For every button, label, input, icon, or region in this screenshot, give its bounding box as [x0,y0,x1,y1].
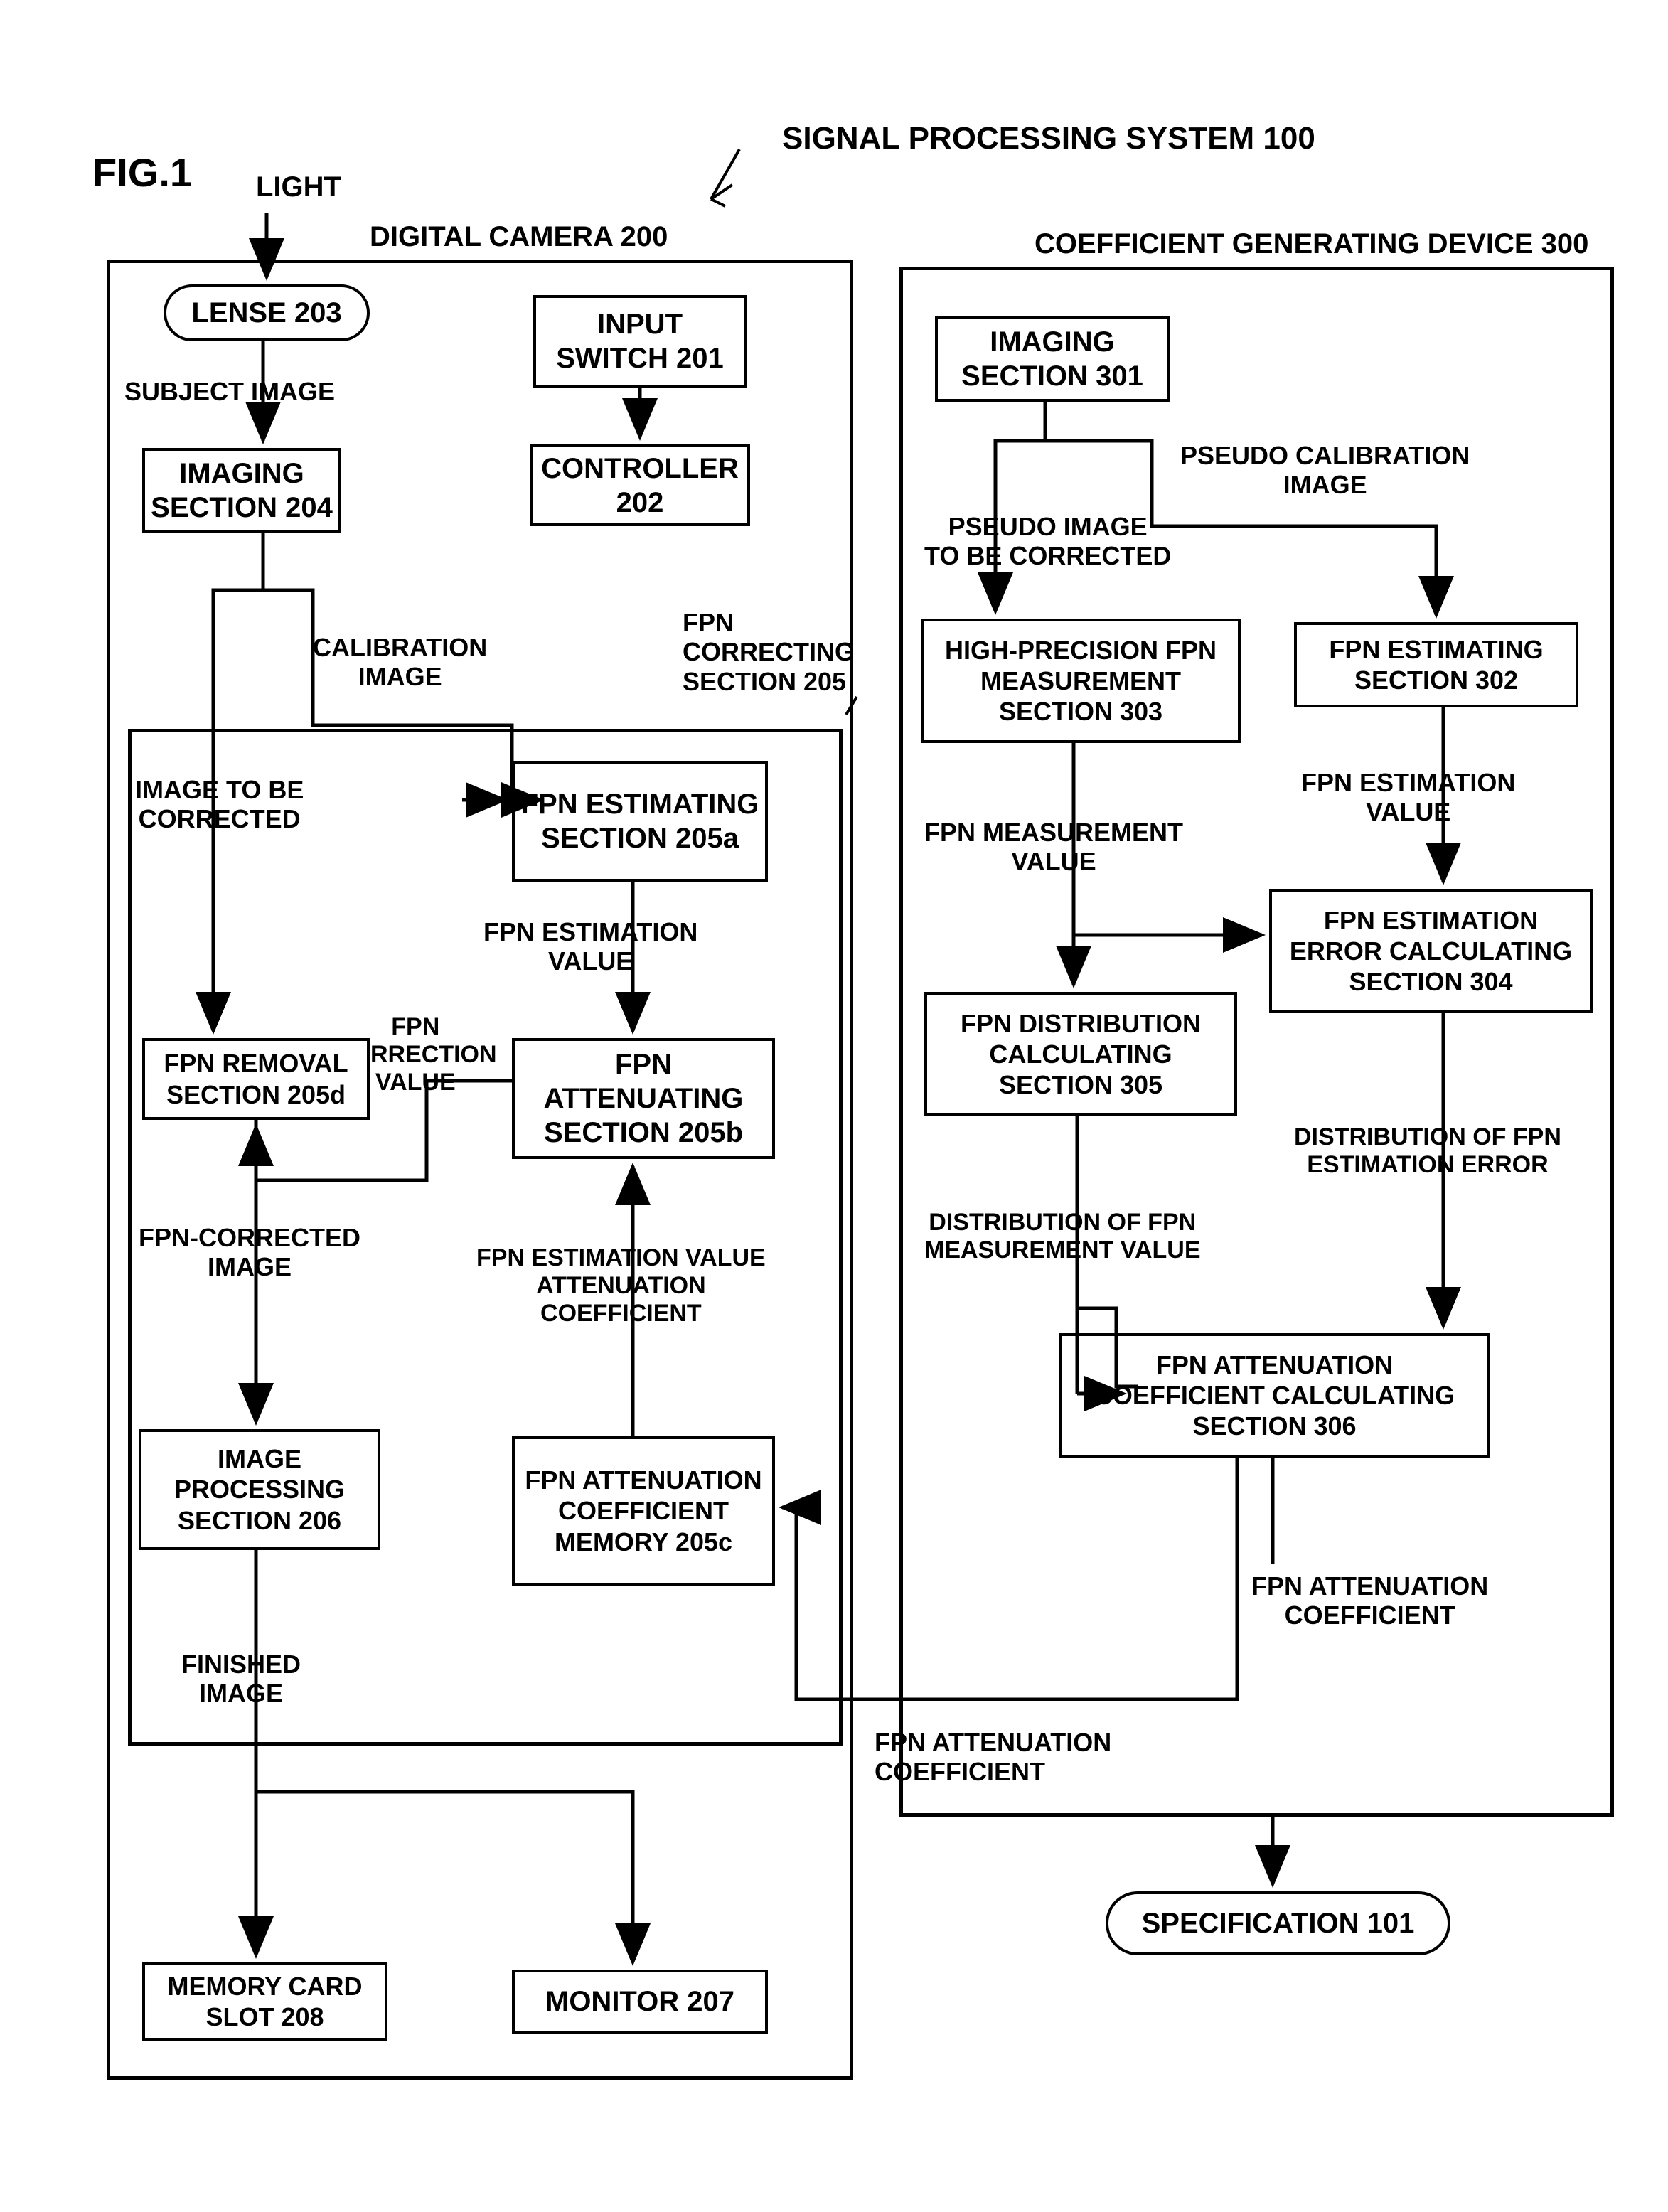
imaging-section-204-label: IMAGING SECTION 204 [151,456,333,525]
light-label: LIGHT [256,171,341,203]
fpn-dist-calc-label: FPN DISTRIBUTION CALCULATING SECTION 305 [933,1008,1229,1101]
imaging-section-204: IMAGING SECTION 204 [142,448,341,533]
lense-label: LENSE 203 [191,297,341,329]
fig-title: FIG.1 [92,149,192,196]
input-switch-label: INPUT SWITCH 201 [542,307,738,375]
fpn-estimating-205a: FPN ESTIMATING SECTION 205a [512,761,768,882]
fpn-att-coef-calc-306: FPN ATTENUATION COEFFICIENT CALCULATING … [1059,1333,1490,1458]
fpn-est-302-label: FPN ESTIMATING SECTION 302 [1303,634,1570,695]
image-processing-label: IMAGE PROCESSING SECTION 206 [147,1443,372,1536]
system-title: SIGNAL PROCESSING SYSTEM 100 [782,121,1315,157]
monitor-207: MONITOR 207 [512,1970,768,2034]
fpn-estimating-302: FPN ESTIMATING SECTION 302 [1294,622,1578,707]
fpn-att-205b-label: FPN ATTENUATING SECTION 205b [520,1047,766,1150]
input-switch-201: INPUT SWITCH 201 [533,295,747,388]
fpn-att-coef-memory-205c: FPN ATTENUATION COEFFICIENT MEMORY 205c [512,1436,775,1586]
pseudo-calibration-image: PSEUDO CALIBRATION IMAGE [1180,441,1470,500]
finished-image: FINISHED IMAGE [181,1650,301,1709]
calibration-image: CALIBRATION IMAGE [313,633,487,692]
monitor-label: MONITOR 207 [545,1984,734,2019]
fpn-corrected-image: FPN-CORRECTED IMAGE [139,1223,360,1282]
fpn-est-val-att-coef: FPN ESTIMATION VALUE ATTENUATION COEFFIC… [476,1244,766,1327]
fpn-att-coef-memory-label: FPN ATTENUATION COEFFICIENT MEMORY 205c [520,1465,766,1557]
specification-label: SPECIFICATION 101 [1142,1908,1415,1940]
pseudo-image-to-be-corrected: PSEUDO IMAGE TO BE CORRECTED [924,512,1171,571]
imaging-301-label: IMAGING SECTION 301 [943,325,1161,393]
digital-camera-title: DIGITAL CAMERA 200 [370,220,668,253]
imaging-section-301: IMAGING SECTION 301 [935,316,1170,402]
fpn-correcting-section-label: FPN CORRECTING SECTION 205 [683,608,855,696]
controller-202: CONTROLLER 202 [530,444,750,526]
fpn-attenuating-205b: FPN ATTENUATING SECTION 205b [512,1038,775,1159]
dist-fpn-est-error: DISTRIBUTION OF FPN ESTIMATION ERROR [1294,1123,1561,1179]
memory-card-label: MEMORY CARD SLOT 208 [151,1971,379,2032]
coef-device-title: COEFFICIENT GENERATING DEVICE 300 [1035,228,1588,260]
fpn-dist-calc-305: FPN DISTRIBUTION CALCULATING SECTION 305 [924,992,1237,1116]
fpn-removal-label: FPN REMOVAL SECTION 205d [151,1048,361,1109]
fpn-removal-205d: FPN REMOVAL SECTION 205d [142,1038,370,1120]
fpn-est-err-calc-304: FPN ESTIMATION ERROR CALCULATING SECTION… [1269,889,1593,1013]
fpn-est-value-label: FPN ESTIMATION VALUE [483,917,697,976]
fpn-meas-value: FPN MEASUREMENT VALUE [924,818,1183,877]
high-prec-fpn-label: HIGH-PRECISION FPN MEASUREMENT SECTION 3… [929,635,1232,727]
fpn-att-coef-output: FPN ATTENUATION COEFFICIENT [1251,1571,1488,1630]
subject-image-label: SUBJECT IMAGE [124,377,335,406]
memory-card-slot-208: MEMORY CARD SLOT 208 [142,1962,387,2041]
lense-oval: LENSE 203 [164,284,370,341]
image-processing-206: IMAGE PROCESSING SECTION 206 [139,1429,380,1550]
high-precision-fpn-303: HIGH-PRECISION FPN MEASUREMENT SECTION 3… [921,619,1241,743]
specification-101: SPECIFICATION 101 [1106,1891,1450,1955]
fpn-estimating-205a-label: FPN ESTIMATING SECTION 205a [520,787,759,855]
dist-fpn-meas-value: DISTRIBUTION OF FPN MEASUREMENT VALUE [924,1209,1201,1264]
fpn-est-value-right: FPN ESTIMATION VALUE [1301,768,1515,827]
fpn-att-coef-calc-label: FPN ATTENUATION COEFFICIENT CALCULATING … [1068,1350,1481,1442]
fpn-est-err-calc-label: FPN ESTIMATION ERROR CALCULATING SECTION… [1278,905,1584,998]
controller-label: CONTROLLER 202 [538,452,742,520]
